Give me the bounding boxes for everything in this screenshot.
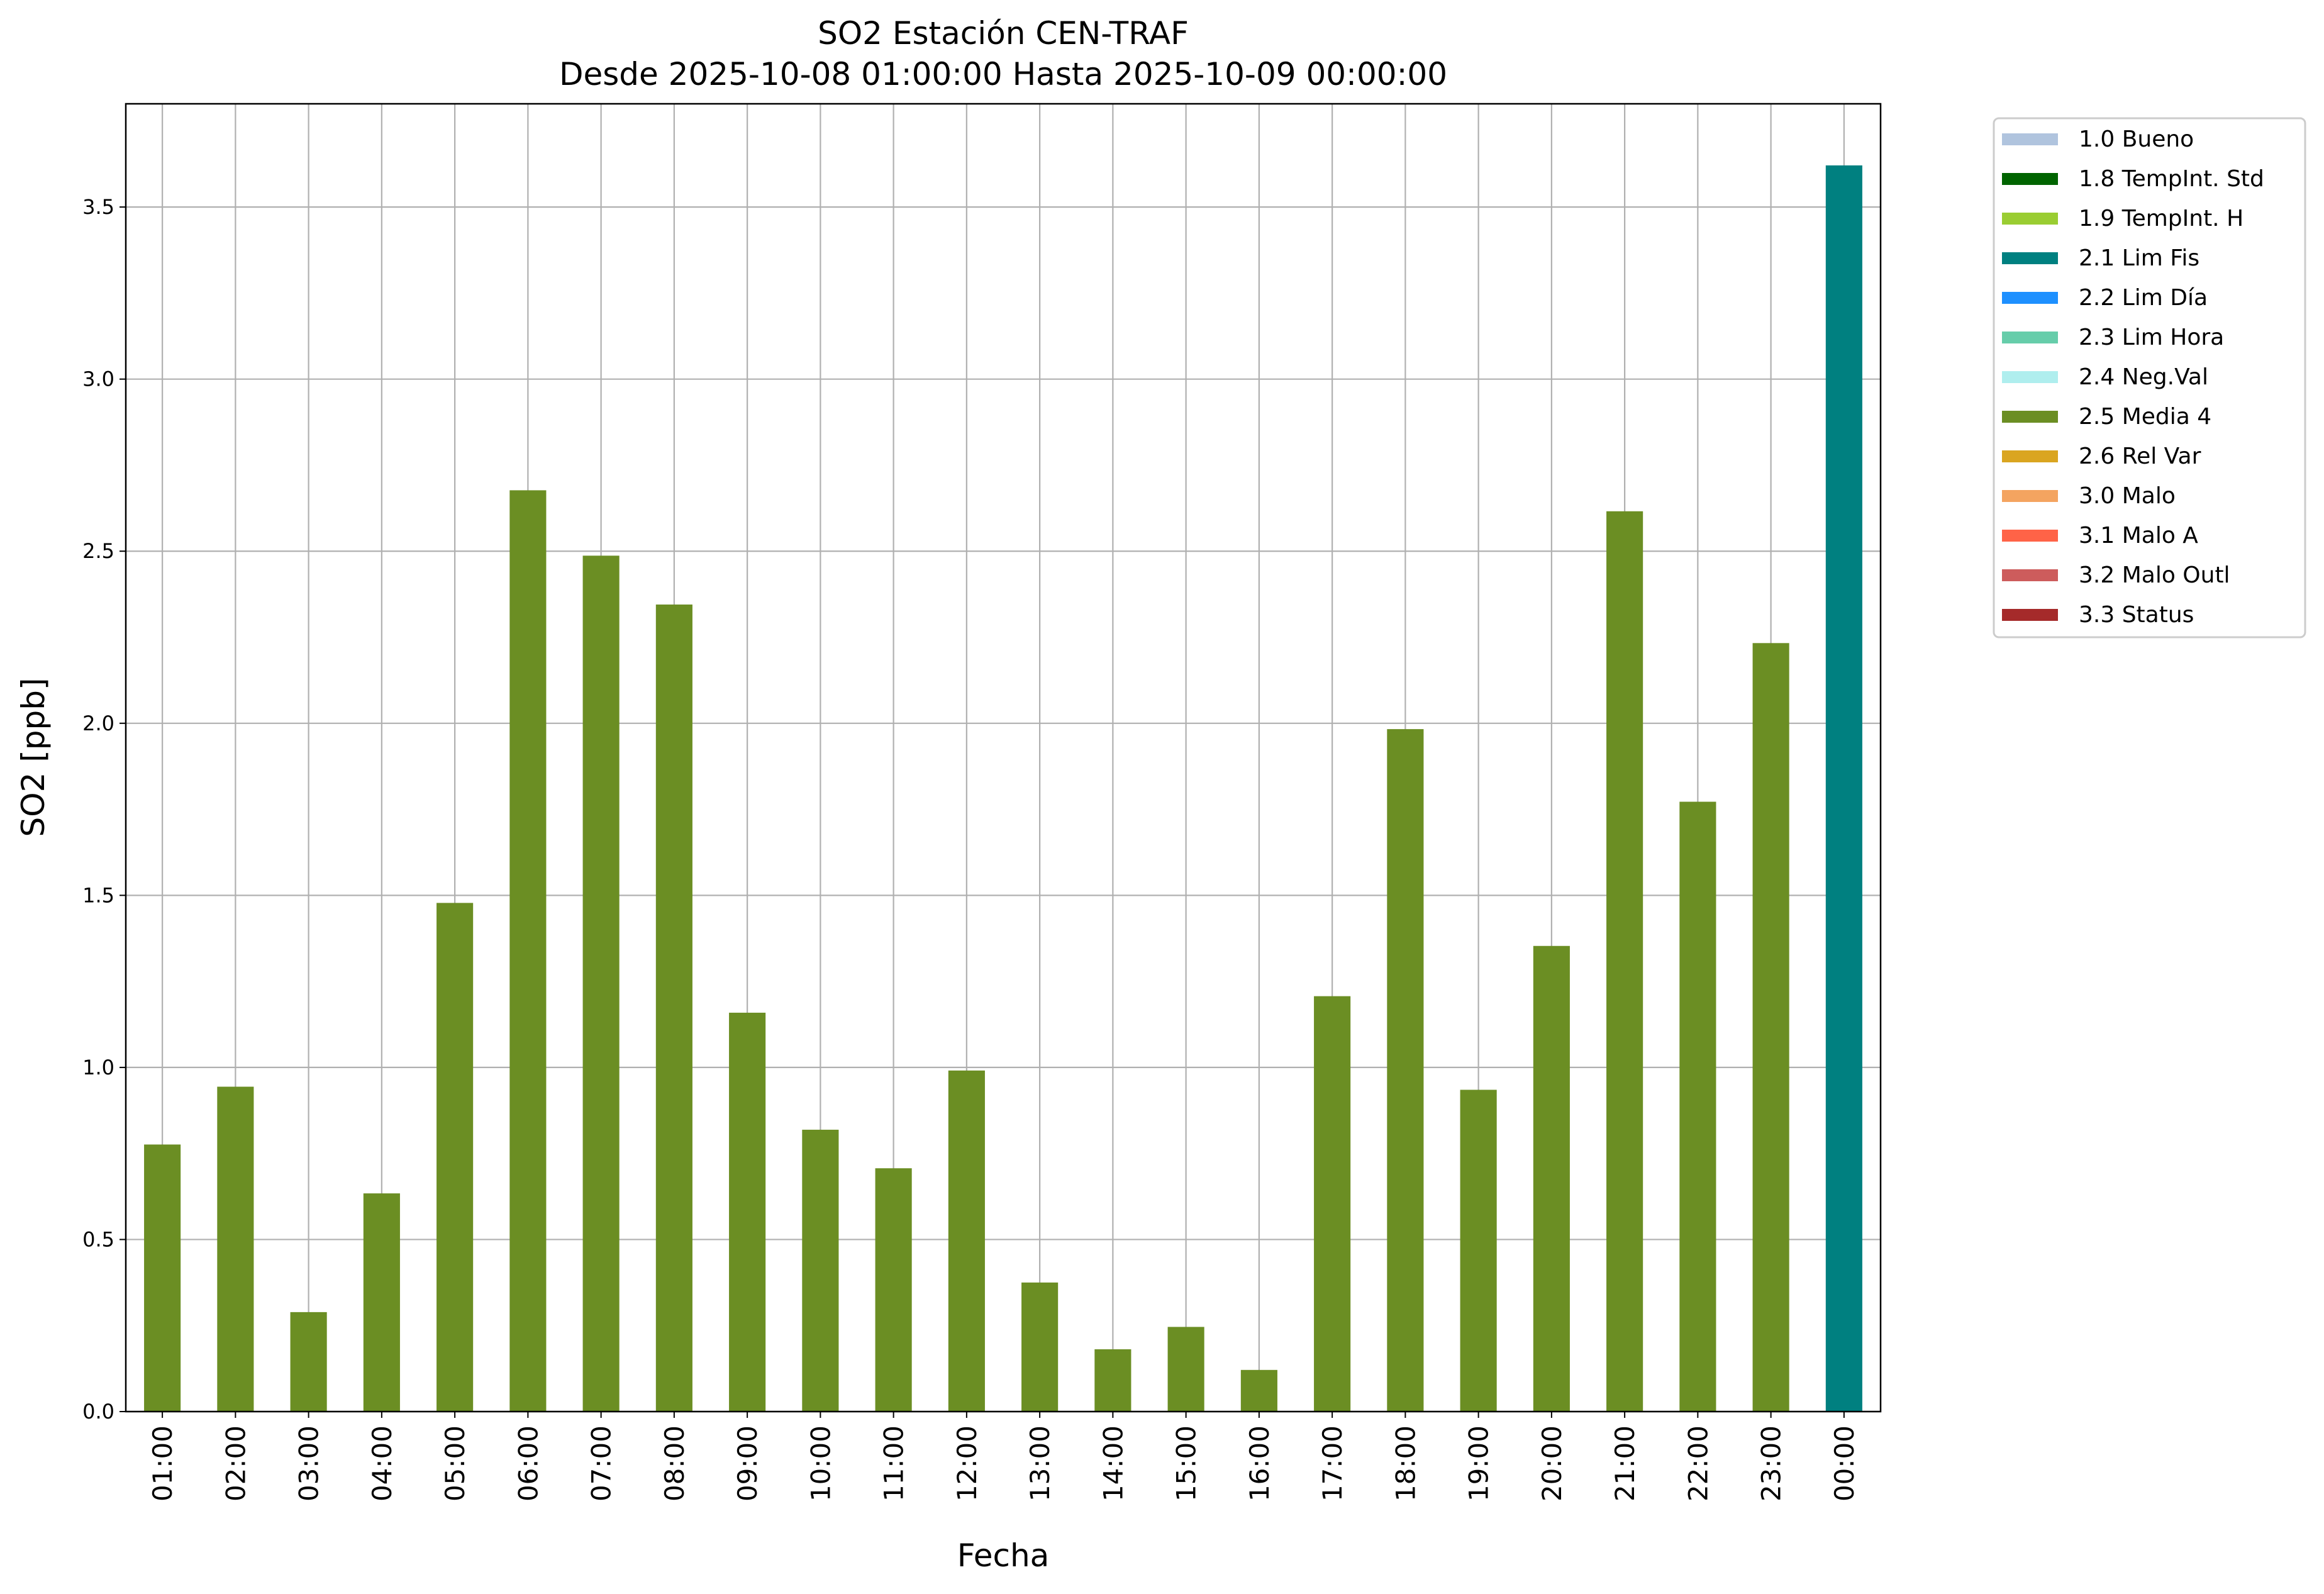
x-tick-label: 11:00: [879, 1425, 909, 1502]
bar-0300: [290, 1312, 327, 1412]
bar-2100: [1606, 511, 1643, 1412]
legend-label: 2.6 Rel Var: [2079, 443, 2201, 469]
chart-subtitle: Desde 2025-10-08 01:00:00 Hasta 2025-10-…: [559, 56, 1447, 92]
x-tick-label: 09:00: [732, 1425, 763, 1502]
legend-swatch: [2002, 490, 2058, 502]
legend-label: 3.3 Status: [2079, 602, 2194, 628]
y-tick-label: 3.5: [82, 195, 114, 219]
bar-0500: [436, 903, 474, 1412]
legend-swatch: [2002, 133, 2058, 145]
bar-1700: [1314, 996, 1351, 1412]
y-tick-label: 3.0: [82, 367, 114, 391]
bar-2300: [1752, 643, 1789, 1412]
y-tick-label: 0.5: [82, 1227, 114, 1251]
x-tick-label: 18:00: [1390, 1425, 1421, 1502]
y-tick-label: 1.0: [82, 1056, 114, 1079]
plot-frame: [125, 103, 1882, 1413]
x-tick-label: 13:00: [1025, 1425, 1055, 1502]
y-tick-label: 2.5: [82, 539, 114, 563]
x-tick-label: 22:00: [1682, 1425, 1713, 1502]
y-axis: 0.0 0.5 1.0 1.5 2.0 2.5 3.0 3.5: [82, 195, 126, 1424]
legend-swatch: [2002, 569, 2058, 581]
bar-1100: [875, 1168, 912, 1412]
bar-0200: [217, 1086, 254, 1412]
y-tick-label: 2.0: [82, 711, 114, 735]
legend-label: 2.3 Lim Hora: [2079, 325, 2224, 350]
legend-label: 1.0 Bueno: [2079, 126, 2194, 152]
x-axis: 01:00 02:00 03:00 04:00 05:00 06:00 07:00 08:00…: [147, 1412, 1860, 1502]
x-tick-label: 00:00: [1829, 1425, 1860, 1502]
legend-swatch: [2002, 252, 2058, 264]
x-tick-label: 06:00: [513, 1425, 543, 1502]
x-tick-label: 02:00: [220, 1425, 251, 1502]
legend-label: 2.2 Lim Día: [2079, 285, 2208, 311]
legend-swatch: [2002, 530, 2058, 542]
bar-0400: [363, 1193, 400, 1412]
legend-swatch: [2002, 609, 2058, 621]
bar-1000: [802, 1129, 839, 1412]
x-tick-label: 01:00: [147, 1425, 178, 1502]
x-tick-label: 07:00: [586, 1425, 617, 1502]
x-axis-label: Fecha: [957, 1537, 1050, 1574]
y-tick-label: 1.5: [82, 883, 114, 907]
legend-swatch: [2002, 173, 2058, 185]
x-tick-label: 19:00: [1464, 1425, 1494, 1502]
bar-0000: [1825, 165, 1862, 1412]
bar-1200: [948, 1070, 985, 1412]
legend-label: 2.4 Neg.Val: [2079, 364, 2208, 390]
bar-0900: [729, 1012, 766, 1412]
legend-label: 2.5 Media 4: [2079, 404, 2211, 430]
x-tick-label: 23:00: [1756, 1425, 1787, 1502]
legend-label: 3.0 Malo: [2079, 483, 2176, 509]
x-tick-label: 08:00: [659, 1425, 690, 1502]
x-tick-label: 12:00: [952, 1425, 982, 1502]
legend-swatch: [2002, 371, 2058, 383]
x-tick-label: 17:00: [1317, 1425, 1348, 1502]
bar-2200: [1679, 801, 1716, 1412]
x-tick-label: 20:00: [1537, 1425, 1567, 1502]
legend-label: 2.1 Lim Fis: [2079, 245, 2199, 271]
legend-swatch: [2002, 450, 2058, 462]
legend-swatch: [2002, 292, 2058, 304]
bars: [144, 165, 1862, 1412]
bar-1900: [1460, 1090, 1497, 1412]
x-tick-label: 04:00: [367, 1425, 398, 1502]
legend-label: 3.1 Malo A: [2079, 523, 2198, 549]
bar-1600: [1240, 1369, 1277, 1412]
x-tick-label: 15:00: [1171, 1425, 1202, 1502]
legend-frame: [1993, 117, 2306, 638]
x-tick-label: 10:00: [805, 1425, 836, 1502]
legend-swatch: [2002, 332, 2058, 343]
legend: 1.0 Bueno 1.8 TempInt. Std 1.9 TempInt. H 2…: [1993, 117, 2306, 638]
x-tick-label: 14:00: [1098, 1425, 1128, 1502]
x-tick-label: 21:00: [1610, 1425, 1640, 1502]
bar-1800: [1387, 729, 1424, 1412]
bar-1500: [1167, 1327, 1204, 1412]
x-tick-label: 03:00: [294, 1425, 325, 1502]
legend-swatch: [2002, 411, 2058, 423]
bar-1400: [1094, 1349, 1131, 1412]
bar-2000: [1533, 945, 1570, 1412]
bar-0700: [582, 555, 620, 1412]
x-tick-label: 16:00: [1244, 1425, 1275, 1502]
legend-label: 3.2 Malo Outl: [2079, 562, 2230, 588]
bar-0100: [144, 1144, 181, 1412]
bar-0600: [509, 490, 547, 1412]
y-axis-label: SO2 [ppb]: [15, 677, 52, 837]
y-tick-label: 0.0: [82, 1400, 114, 1424]
legend-label: 1.8 TempInt. Std: [2079, 166, 2264, 192]
x-tick-label: 05:00: [440, 1425, 470, 1502]
chart-title: SO2 Estación CEN-TRAF: [818, 15, 1189, 52]
bar-1300: [1021, 1282, 1059, 1412]
bar-0800: [655, 605, 692, 1412]
legend-label: 1.9 TempInt. H: [2079, 206, 2243, 231]
legend-swatch: [2002, 213, 2058, 225]
